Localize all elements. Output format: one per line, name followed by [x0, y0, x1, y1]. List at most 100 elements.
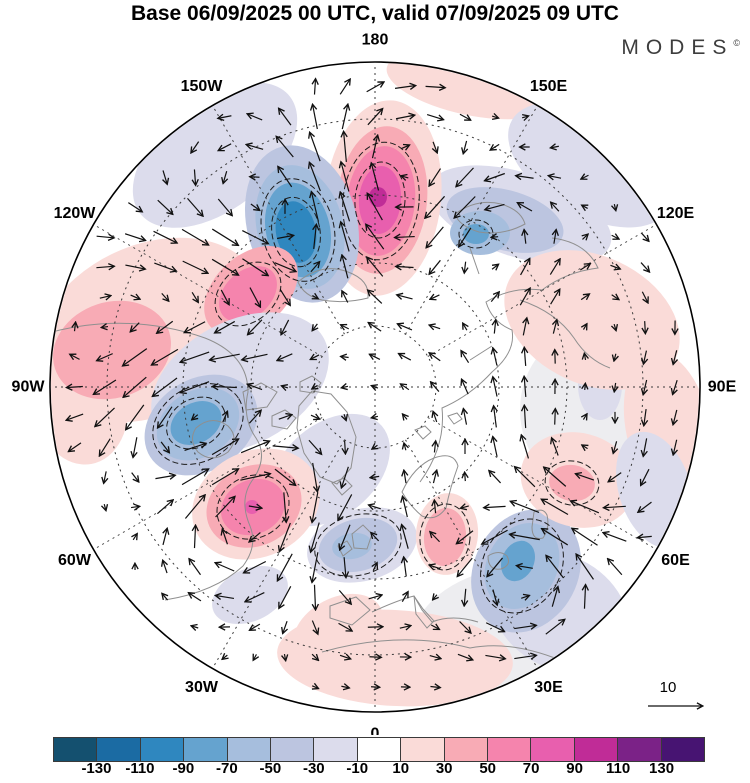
wind-arrow [163, 170, 167, 183]
coastline [401, 455, 459, 519]
colorbar-cell [401, 738, 445, 761]
wind-arrow [490, 292, 498, 302]
wind-arrow [425, 195, 446, 217]
wind-arrow [542, 529, 569, 546]
wind-arrow [345, 440, 346, 453]
wind-arrow [371, 164, 380, 191]
wind-arrow [459, 113, 470, 120]
wind-arrow [189, 559, 202, 576]
wind-arrow [67, 413, 84, 420]
wind-arrow [515, 467, 536, 488]
wind-arrow [341, 686, 348, 687]
wind-arrow [211, 469, 238, 486]
wind-arrow [400, 145, 409, 148]
wind-arrow [614, 382, 615, 391]
wind-arrow [310, 163, 321, 192]
wind-arrow [126, 404, 145, 429]
colorbar-cell [357, 738, 402, 761]
wind-arrow [341, 325, 350, 329]
wind-arrow [274, 468, 295, 485]
wind-arrow [579, 264, 589, 271]
wind-arrow [216, 596, 235, 599]
wind-arrow [551, 203, 560, 212]
wind-arrow [614, 323, 616, 330]
wind-arrow [284, 492, 286, 521]
longitude-label: 150W [181, 78, 224, 95]
wind-arrow [493, 437, 498, 457]
wind-arrow [313, 323, 318, 330]
wind-arrow [546, 556, 565, 579]
wind-arrow [216, 563, 235, 572]
wind-arrow [311, 620, 317, 634]
wind-arrow [641, 232, 649, 241]
wind-arrow [312, 462, 318, 491]
coastline [414, 425, 432, 440]
wind-arrow [310, 415, 319, 419]
wind-arrow [524, 406, 525, 429]
wind-arrow [524, 230, 526, 244]
wind-arrow [522, 436, 530, 459]
colorbar-cell [227, 738, 272, 761]
wind-arrow [644, 350, 647, 364]
wind-arrow [544, 468, 567, 487]
wind-arrow [340, 524, 351, 549]
wind-arrow [154, 262, 175, 271]
wind-arrow [371, 476, 380, 477]
colorbar-tick: 30 [435, 760, 453, 777]
wind-arrow [482, 529, 508, 544]
wind-arrow [484, 506, 506, 507]
wind-arrow [399, 354, 412, 361]
wind-arrow [219, 116, 232, 118]
wind-arrow [457, 530, 474, 543]
wind-arrow [555, 409, 556, 425]
wind-arrow [641, 468, 650, 485]
wind-arrow [494, 320, 495, 334]
wind-arrow [464, 409, 467, 425]
wind-arrow [493, 589, 497, 605]
wind-arrow [102, 327, 109, 328]
wind-arrow [554, 230, 556, 244]
wind-arrow [279, 288, 290, 304]
wind-arrow [133, 437, 137, 457]
wind-arrow [369, 657, 380, 658]
wind-arrow [404, 444, 406, 451]
wind-arrow [610, 265, 619, 268]
wind-arrow [462, 380, 469, 395]
wind-arrow [433, 471, 436, 484]
wind-arrow [282, 386, 289, 388]
wind-arrow [74, 323, 75, 332]
colorbar-tick-labels: -130 -110 -90 -70 -50 -30 -10 10 30 50 70 90 110 130 [0, 760, 750, 782]
wind-arrow [338, 494, 353, 519]
wind-arrow [314, 225, 317, 250]
wind-arrow [341, 223, 350, 252]
wind-arrow [613, 441, 616, 452]
wind-arrow [279, 586, 292, 607]
wind-arrow [278, 353, 293, 360]
anomaly-blob [549, 464, 595, 502]
wind-arrow [211, 258, 238, 274]
colorbar-cell [314, 738, 358, 761]
wind-arrow [100, 438, 111, 456]
wind-arrow [158, 406, 173, 428]
colorbar-cell [574, 738, 619, 761]
wind-arrow [645, 321, 646, 333]
wind-arrow [368, 291, 383, 304]
meridian-line [93, 417, 323, 550]
wind-arrow [464, 261, 465, 273]
wind-arrow [459, 227, 472, 246]
wind-arrow [240, 474, 269, 481]
wind-arrow [130, 295, 140, 299]
wind-arrow [486, 203, 505, 209]
wind-arrow [582, 445, 587, 448]
wind-arrow [215, 497, 235, 518]
wind-arrow [278, 553, 293, 580]
colorbar-tick: -70 [216, 760, 238, 777]
wind-arrow [641, 291, 647, 303]
colorbar-cell [618, 738, 662, 761]
wind-arrow [464, 588, 466, 605]
wind-arrow [161, 292, 168, 300]
wind-arrow [181, 381, 210, 393]
wind-arrow [312, 492, 319, 521]
coastline [469, 345, 493, 361]
wind-arrow [344, 132, 347, 162]
